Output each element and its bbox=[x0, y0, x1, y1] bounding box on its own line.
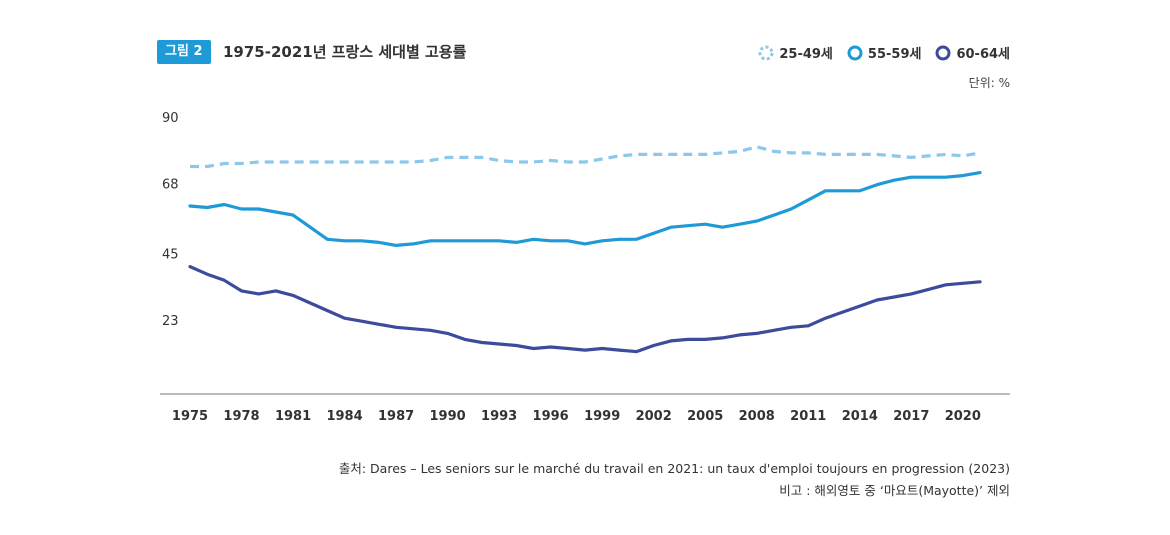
series-line-60-64 bbox=[190, 267, 980, 352]
x-tick-label: 2005 bbox=[687, 409, 723, 424]
x-tick-label: 1975 bbox=[172, 409, 208, 424]
x-tick-label: 1978 bbox=[223, 409, 259, 424]
x-tick-label: 1987 bbox=[378, 409, 414, 424]
x-tick-label: 2020 bbox=[945, 409, 981, 424]
x-tick-label: 1999 bbox=[584, 409, 620, 424]
y-tick-label: 90 bbox=[162, 111, 179, 126]
series-line-25-49 bbox=[190, 147, 980, 167]
x-tick-label: 1981 bbox=[275, 409, 311, 424]
x-tick-label: 1984 bbox=[326, 409, 362, 424]
x-tick-label: 1996 bbox=[533, 409, 569, 424]
source-text: 출처: Dares – Les seniors sur le marché du… bbox=[339, 458, 1010, 477]
x-tick-label: 2008 bbox=[739, 409, 775, 424]
y-tick-label: 45 bbox=[162, 248, 179, 263]
y-tick-label: 68 bbox=[162, 178, 179, 193]
x-tick-label: 2002 bbox=[636, 409, 672, 424]
note-text: 비고 : 해외영토 중 ‘마요트(Mayotte)’ 제외 bbox=[779, 480, 1010, 499]
x-tick-label: 1990 bbox=[430, 409, 466, 424]
y-tick-label: 23 bbox=[162, 314, 179, 329]
x-tick-label: 1993 bbox=[481, 409, 517, 424]
line-chart: 23 45 68 90 1975 1978 1981 1984 1987 1990 1993 1996… bbox=[0, 0, 1170, 535]
x-tick-label: 2014 bbox=[842, 409, 878, 424]
series-line-55-59 bbox=[190, 173, 980, 246]
x-tick-label: 2017 bbox=[893, 409, 929, 424]
x-tick-label: 2011 bbox=[790, 409, 826, 424]
